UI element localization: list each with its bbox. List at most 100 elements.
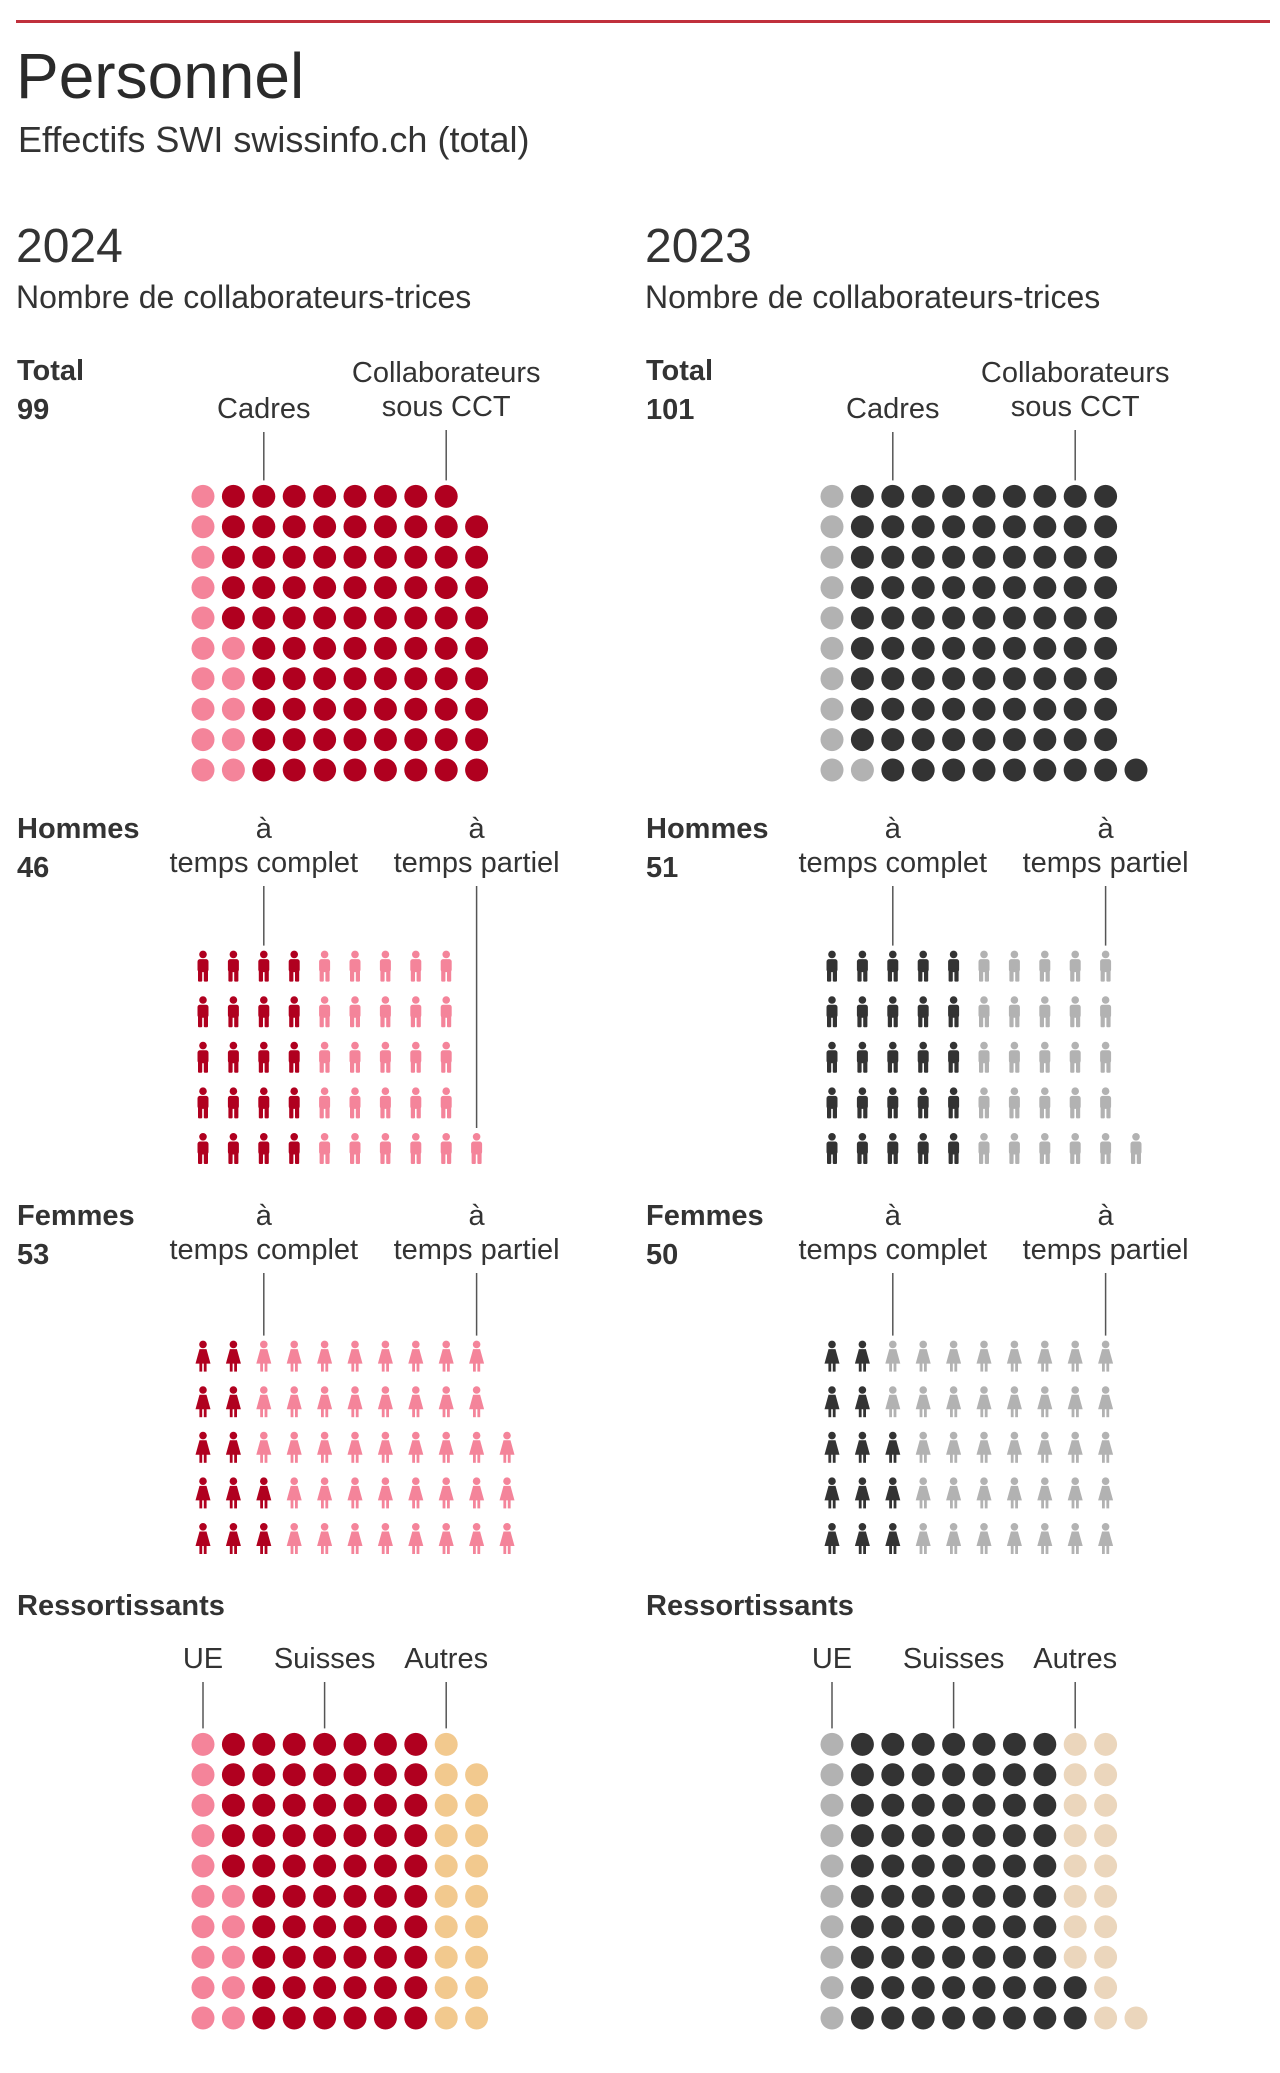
- waffle-dot: [404, 1945, 428, 1969]
- waffle-dot: [191, 606, 215, 630]
- man-icon: [826, 950, 838, 982]
- man-icon: [227, 950, 239, 982]
- waffle-dot: [1033, 1854, 1057, 1878]
- section-title: Hommes: [646, 813, 769, 845]
- waffle-dot: [911, 1976, 935, 2000]
- woman-icon: [1037, 1386, 1053, 1418]
- man-icon: [349, 1133, 361, 1164]
- waffle-dot: [850, 1732, 874, 1756]
- waffle-dot: [404, 484, 428, 508]
- waffle-dot: [313, 636, 337, 660]
- waffle-dot: [252, 1884, 276, 1908]
- waffle-dot: [434, 515, 458, 539]
- waffle-dot: [252, 1915, 276, 1939]
- waffle-dot: [404, 576, 428, 600]
- waffle-dot: [221, 697, 245, 721]
- waffle-dot: [343, 636, 367, 660]
- waffle-dot: [313, 484, 337, 508]
- waffle-dot: [1094, 576, 1118, 600]
- waffle-dot: [221, 1732, 245, 1756]
- woman-icon: [438, 1386, 454, 1418]
- waffle-dot: [1002, 1824, 1026, 1848]
- woman-icon: [824, 1523, 840, 1554]
- man-icon: [826, 996, 838, 1028]
- waffle-dot: [404, 545, 428, 569]
- waffle-dot: [1063, 1793, 1087, 1817]
- waffle-dot: [282, 1915, 306, 1939]
- waffle-dot: [972, 1884, 996, 1908]
- woman-icon: [1037, 1431, 1053, 1463]
- waffle-dot: [465, 1854, 489, 1878]
- waffle-dot: [404, 515, 428, 539]
- section-title: Femmes: [646, 1200, 764, 1232]
- waffle-dot: [911, 2006, 935, 2030]
- waffle-dot: [820, 636, 844, 660]
- category-label: Cadres: [846, 393, 940, 425]
- waffle-dot: [343, 758, 367, 782]
- category-label: à temps partiel: [394, 813, 560, 879]
- waffle-dot: [343, 576, 367, 600]
- waffle-dot: [404, 1763, 428, 1787]
- waffle-dot: [191, 758, 215, 782]
- waffle-dot: [820, 1763, 844, 1787]
- waffle-dot: [313, 758, 337, 782]
- waffle-dot: [1002, 758, 1026, 782]
- woman-icon: [885, 1523, 901, 1554]
- waffle-dot: [881, 1824, 905, 1848]
- waffle-dot: [972, 1824, 996, 1848]
- man-icon: [826, 1087, 838, 1119]
- waffle-dot: [1002, 728, 1026, 752]
- woman-icon: [317, 1523, 333, 1554]
- woman-icon: [408, 1340, 424, 1372]
- man-icon: [197, 1041, 209, 1073]
- waffle-dot: [850, 1824, 874, 1848]
- waffle-dot: [1002, 1945, 1026, 1969]
- woman-icon: [854, 1523, 870, 1554]
- waffle-dot: [252, 1945, 276, 1969]
- waffle-dot: [434, 758, 458, 782]
- waffle-dot: [942, 1824, 966, 1848]
- waffle-dot: [313, 1763, 337, 1787]
- man-icon: [349, 996, 361, 1028]
- woman-icon: [854, 1340, 870, 1372]
- waffle-dot: [343, 1763, 367, 1787]
- woman-icon: [408, 1477, 424, 1509]
- waffle-dot: [1002, 1763, 1026, 1787]
- waffle-dot: [313, 1854, 337, 1878]
- waffle-dot: [1063, 1976, 1087, 2000]
- man-icon: [1130, 1133, 1142, 1164]
- man-icon: [856, 950, 868, 982]
- waffle-dot: [221, 1884, 245, 1908]
- waffle-dot: [221, 1915, 245, 1939]
- woman-icon: [377, 1523, 393, 1554]
- waffle-dot: [404, 1824, 428, 1848]
- waffle-dot: [1002, 1915, 1026, 1939]
- woman-icon: [915, 1386, 931, 1418]
- waffle-dot: [1094, 758, 1118, 782]
- waffle-dot: [942, 1976, 966, 2000]
- section-count: 46: [17, 852, 49, 884]
- waffle-dot: [434, 1945, 458, 1969]
- waffle-dot: [373, 484, 397, 508]
- waffle-dot: [313, 697, 337, 721]
- waffle-dot: [373, 545, 397, 569]
- category-label: à temps complet: [799, 813, 988, 879]
- waffle-dot: [911, 545, 935, 569]
- waffle-dot: [221, 484, 245, 508]
- waffle-dot: [1033, 1824, 1057, 1848]
- waffle-dot: [191, 636, 215, 660]
- waffle-dot: [404, 1793, 428, 1817]
- waffle-dot: [221, 1854, 245, 1878]
- waffle-dot: [221, 515, 245, 539]
- woman-icon: [438, 1431, 454, 1463]
- waffle-dot: [221, 606, 245, 630]
- woman-icon: [377, 1431, 393, 1463]
- waffle-dot: [1033, 1976, 1057, 2000]
- waffle-dot: [465, 1915, 489, 1939]
- waffle-dot: [911, 484, 935, 508]
- waffle-dot: [434, 484, 458, 508]
- woman-icon: [976, 1523, 992, 1554]
- waffle-dot: [282, 1732, 306, 1756]
- man-icon: [1008, 1133, 1020, 1164]
- waffle-dot: [911, 1763, 935, 1787]
